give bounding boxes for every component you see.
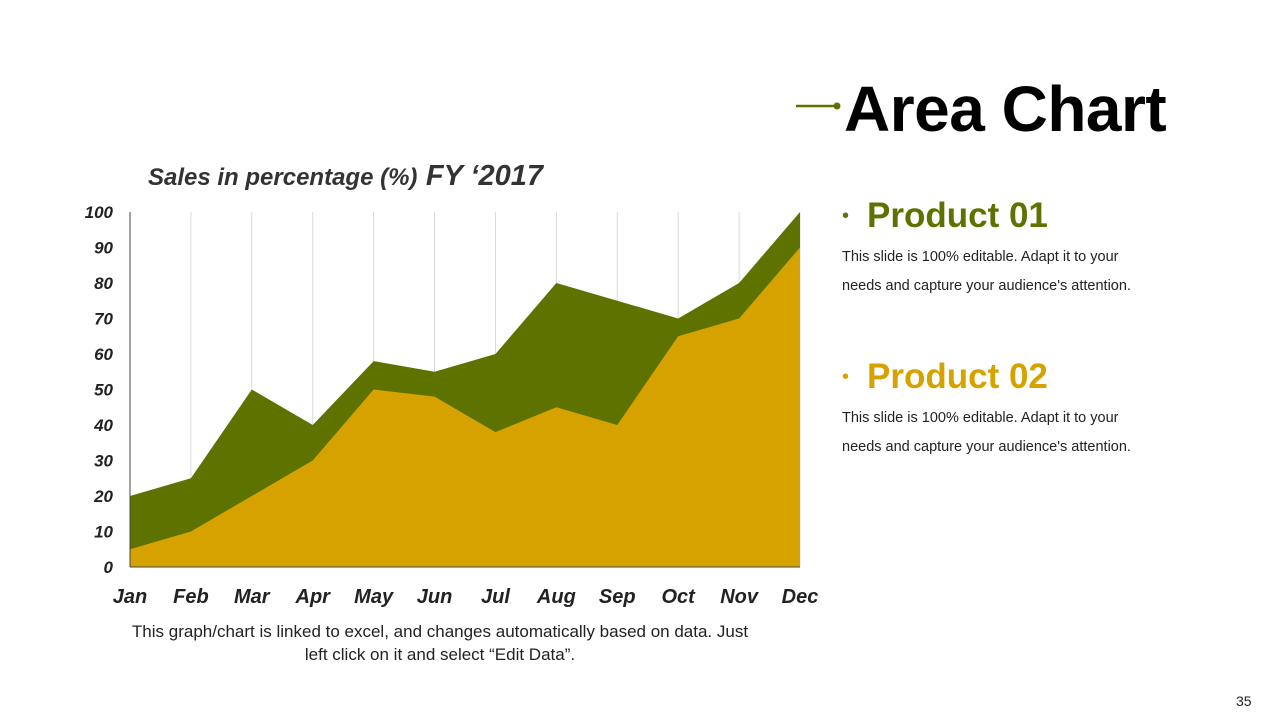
x-tick-label-jul: Jul (481, 586, 510, 608)
x-tick-label-feb: Feb (173, 586, 209, 608)
area-product-02 (130, 247, 800, 567)
y-tick-label-70: 70 (94, 310, 113, 329)
legend-product-02: • Product 02 This slide is 100% editable… (842, 359, 1142, 461)
chart-subtitle: FY ‘2017 (425, 160, 544, 192)
chart-heading: Sales in percentage (%) FY ‘2017 (148, 160, 543, 193)
y-tick-label-80: 80 (94, 274, 113, 293)
x-tick-label-jun: Jun (417, 586, 453, 608)
bullet-icon: • (842, 204, 850, 227)
legend-description: This slide is 100% editable. Adapt it to… (842, 249, 1131, 294)
page-number: 35 (1236, 693, 1252, 709)
bullet-icon: • (842, 365, 850, 388)
y-tick-label-50: 50 (94, 381, 113, 400)
area-chart[interactable]: 0 10 20 30 40 50 60 70 80 90 100 Jan Feb Mar Apr May Jun… (0, 0, 830, 620)
y-tick-label-30: 30 (94, 452, 113, 471)
x-tick-label-mar: Mar (234, 586, 271, 608)
y-tick-label-0: 0 (104, 558, 114, 577)
legend-description: This slide is 100% editable. Adapt it to… (842, 410, 1131, 455)
x-tick-label-oct: Oct (662, 586, 697, 608)
chart-title: Sales in percentage (%) (148, 164, 418, 191)
x-tick-label-nov: Nov (720, 586, 760, 608)
y-tick-label-60: 60 (94, 345, 113, 364)
title-accent-line (796, 102, 841, 110)
legend-title: Product 01 (867, 196, 1048, 235)
y-tick-label-10: 10 (94, 523, 113, 542)
x-tick-label-aug: Aug (536, 586, 576, 608)
x-tick-label-sep: Sep (599, 586, 636, 608)
legend-product-01: • Product 01 This slide is 100% editable… (842, 198, 1142, 300)
x-tick-label-apr: Apr (295, 586, 332, 608)
x-tick-label-jan: Jan (113, 586, 147, 608)
slide-title: Area Chart (844, 73, 1167, 145)
x-tick-label-dec: Dec (782, 586, 819, 608)
y-tick-label-90: 90 (94, 239, 113, 258)
y-tick-label-20: 20 (93, 487, 113, 506)
y-tick-label-40: 40 (93, 416, 113, 435)
x-tick-label-may: May (354, 586, 394, 608)
chart-caption: This graph/chart is linked to excel, and… (131, 622, 749, 664)
y-tick-label-100: 100 (85, 203, 114, 222)
legend-title: Product 02 (867, 357, 1048, 396)
